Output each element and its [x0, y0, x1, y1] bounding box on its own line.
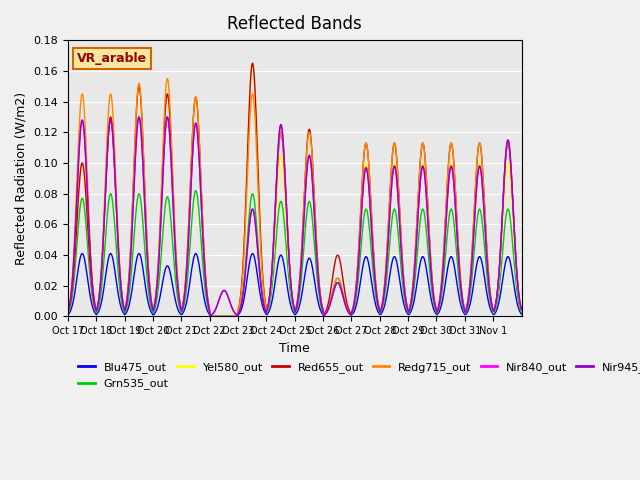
Red655_out — [367, 208, 375, 214]
Nir840_out — [135, 114, 143, 120]
Blu475_out — [202, 300, 209, 306]
Blu475_out — [241, 288, 249, 293]
Text: VR_arable: VR_arable — [77, 52, 147, 65]
Grn535_out — [202, 288, 209, 293]
Title: Reflected Bands: Reflected Bands — [227, 15, 362, 33]
Blu475_out — [118, 307, 125, 312]
Nir945_out — [64, 308, 72, 314]
Red655_out — [201, 259, 209, 264]
Grn535_out — [225, 313, 232, 319]
Grn535_out — [367, 249, 375, 254]
X-axis label: Time: Time — [280, 342, 310, 355]
Red655_out — [117, 287, 125, 292]
Red655_out — [518, 307, 525, 313]
Line: Nir840_out: Nir840_out — [68, 117, 522, 316]
Grn535_out — [192, 188, 200, 193]
Nir945_out — [117, 287, 125, 293]
Blu475_out — [206, 313, 214, 319]
Nir945_out — [206, 313, 214, 319]
Yel580_out — [367, 220, 375, 226]
Grn535_out — [117, 297, 125, 303]
Blu475_out — [64, 312, 72, 318]
Blu475_out — [518, 312, 525, 317]
Redg715_out — [518, 307, 525, 313]
Yel580_out — [201, 259, 209, 264]
Yel580_out — [342, 303, 350, 309]
Line: Red655_out: Red655_out — [68, 63, 522, 316]
Redg715_out — [117, 284, 125, 289]
Line: Yel580_out: Yel580_out — [68, 63, 522, 316]
Yel580_out — [249, 60, 257, 66]
Grn535_out — [206, 313, 214, 319]
Line: Grn535_out: Grn535_out — [68, 191, 522, 316]
Nir945_out — [225, 294, 232, 300]
Red655_out — [342, 295, 350, 301]
Redg715_out — [206, 313, 214, 319]
Nir945_out — [367, 223, 375, 229]
Nir840_out — [342, 303, 350, 309]
Nir840_out — [206, 313, 214, 319]
Yel580_out — [206, 313, 214, 319]
Grn535_out — [241, 263, 249, 269]
Redg715_out — [225, 313, 232, 319]
Line: Redg715_out: Redg715_out — [68, 79, 522, 316]
Line: Blu475_out: Blu475_out — [68, 253, 522, 316]
Yel580_out — [224, 313, 232, 319]
Yel580_out — [64, 309, 72, 315]
Nir945_out — [518, 307, 525, 312]
Blu475_out — [342, 303, 350, 309]
Redg715_out — [164, 76, 172, 82]
Legend: Blu475_out, Grn535_out, Yel580_out, Red655_out, Redg715_out, Nir840_out, Nir945_: Blu475_out, Grn535_out, Yel580_out, Red6… — [74, 358, 640, 394]
Redg715_out — [202, 268, 209, 274]
Nir840_out — [64, 308, 72, 314]
Red655_out — [206, 313, 214, 319]
Line: Nir945_out: Nir945_out — [68, 117, 522, 316]
Nir945_out — [202, 274, 209, 279]
Red655_out — [64, 309, 72, 315]
Yel580_out — [518, 308, 525, 313]
Redg715_out — [64, 307, 72, 313]
Nir945_out — [241, 269, 249, 275]
Nir945_out — [342, 303, 350, 309]
Nir840_out — [117, 287, 125, 293]
Yel580_out — [241, 224, 249, 230]
Red655_out — [224, 313, 232, 319]
Redg715_out — [367, 208, 375, 214]
Blu475_out — [78, 251, 86, 256]
Nir840_out — [225, 294, 232, 300]
Blu475_out — [225, 313, 232, 319]
Blu475_out — [367, 277, 375, 283]
Grn535_out — [342, 302, 350, 308]
Grn535_out — [518, 310, 525, 315]
Redg715_out — [241, 222, 249, 228]
Red655_out — [249, 60, 257, 66]
Yel580_out — [117, 287, 125, 292]
Grn535_out — [64, 310, 72, 316]
Red655_out — [241, 224, 249, 230]
Nir945_out — [135, 114, 143, 120]
Nir840_out — [518, 307, 525, 312]
Y-axis label: Reflected Radiation (W/m2): Reflected Radiation (W/m2) — [15, 92, 28, 265]
Nir840_out — [241, 269, 249, 275]
Redg715_out — [342, 302, 350, 308]
Nir840_out — [202, 274, 209, 279]
Nir840_out — [367, 223, 375, 229]
